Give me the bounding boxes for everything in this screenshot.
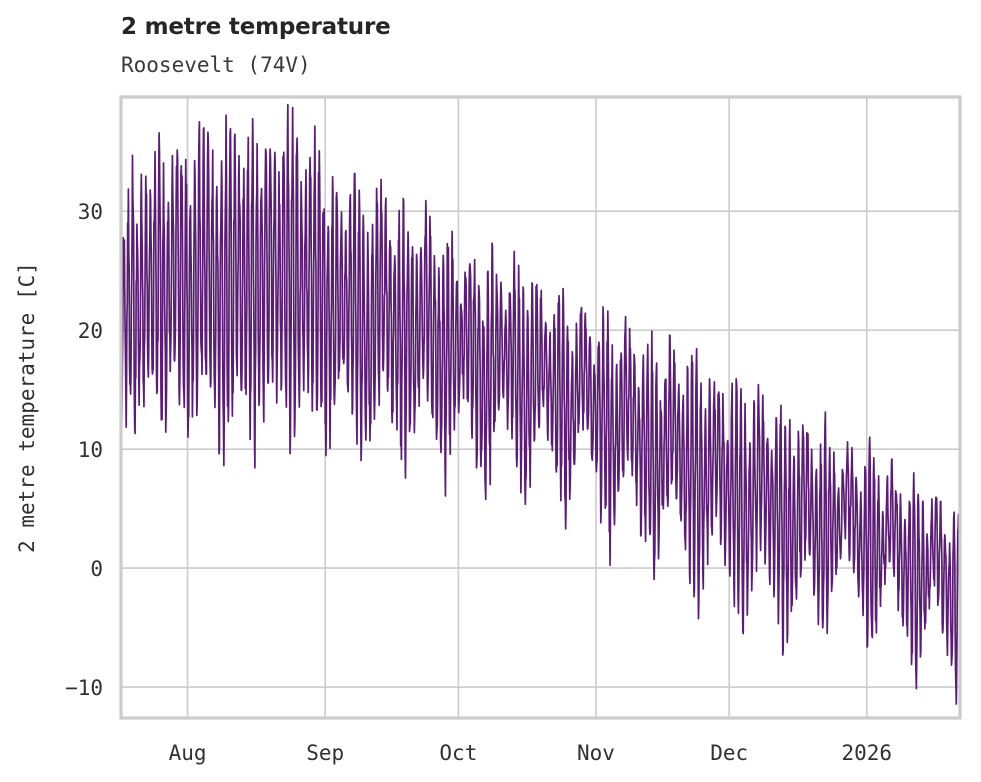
x-tick-label: Aug [169,741,207,765]
x-tick-label: Oct [439,741,477,765]
x-tick-label: 2026 [841,741,892,765]
y-tick-label: 0 [90,557,103,581]
x-tick-label: Nov [577,741,615,765]
x-tick-label: Sep [306,741,344,765]
y-tick-label: 30 [78,200,103,224]
plot-frame [119,95,962,720]
y-tick-label: 10 [78,438,103,462]
y-tick-label: 20 [78,319,103,343]
chart-subtitle: Roosevelt (74V) [121,53,311,77]
y-axis-label: 2 metre temperature [C] [15,262,39,553]
y-tick-label: −10 [65,676,103,700]
x-tick-label: Dec [710,741,748,765]
x-axis-ticks: Aug Sep Oct Nov Dec 2026 [169,741,892,765]
page-title: 2 metre temperature [121,14,391,40]
y-axis-ticks: 30 20 10 0 −10 [65,200,103,700]
temperature-series [120,103,961,705]
y-axis-title: 2 metre temperature [C] [15,262,39,553]
